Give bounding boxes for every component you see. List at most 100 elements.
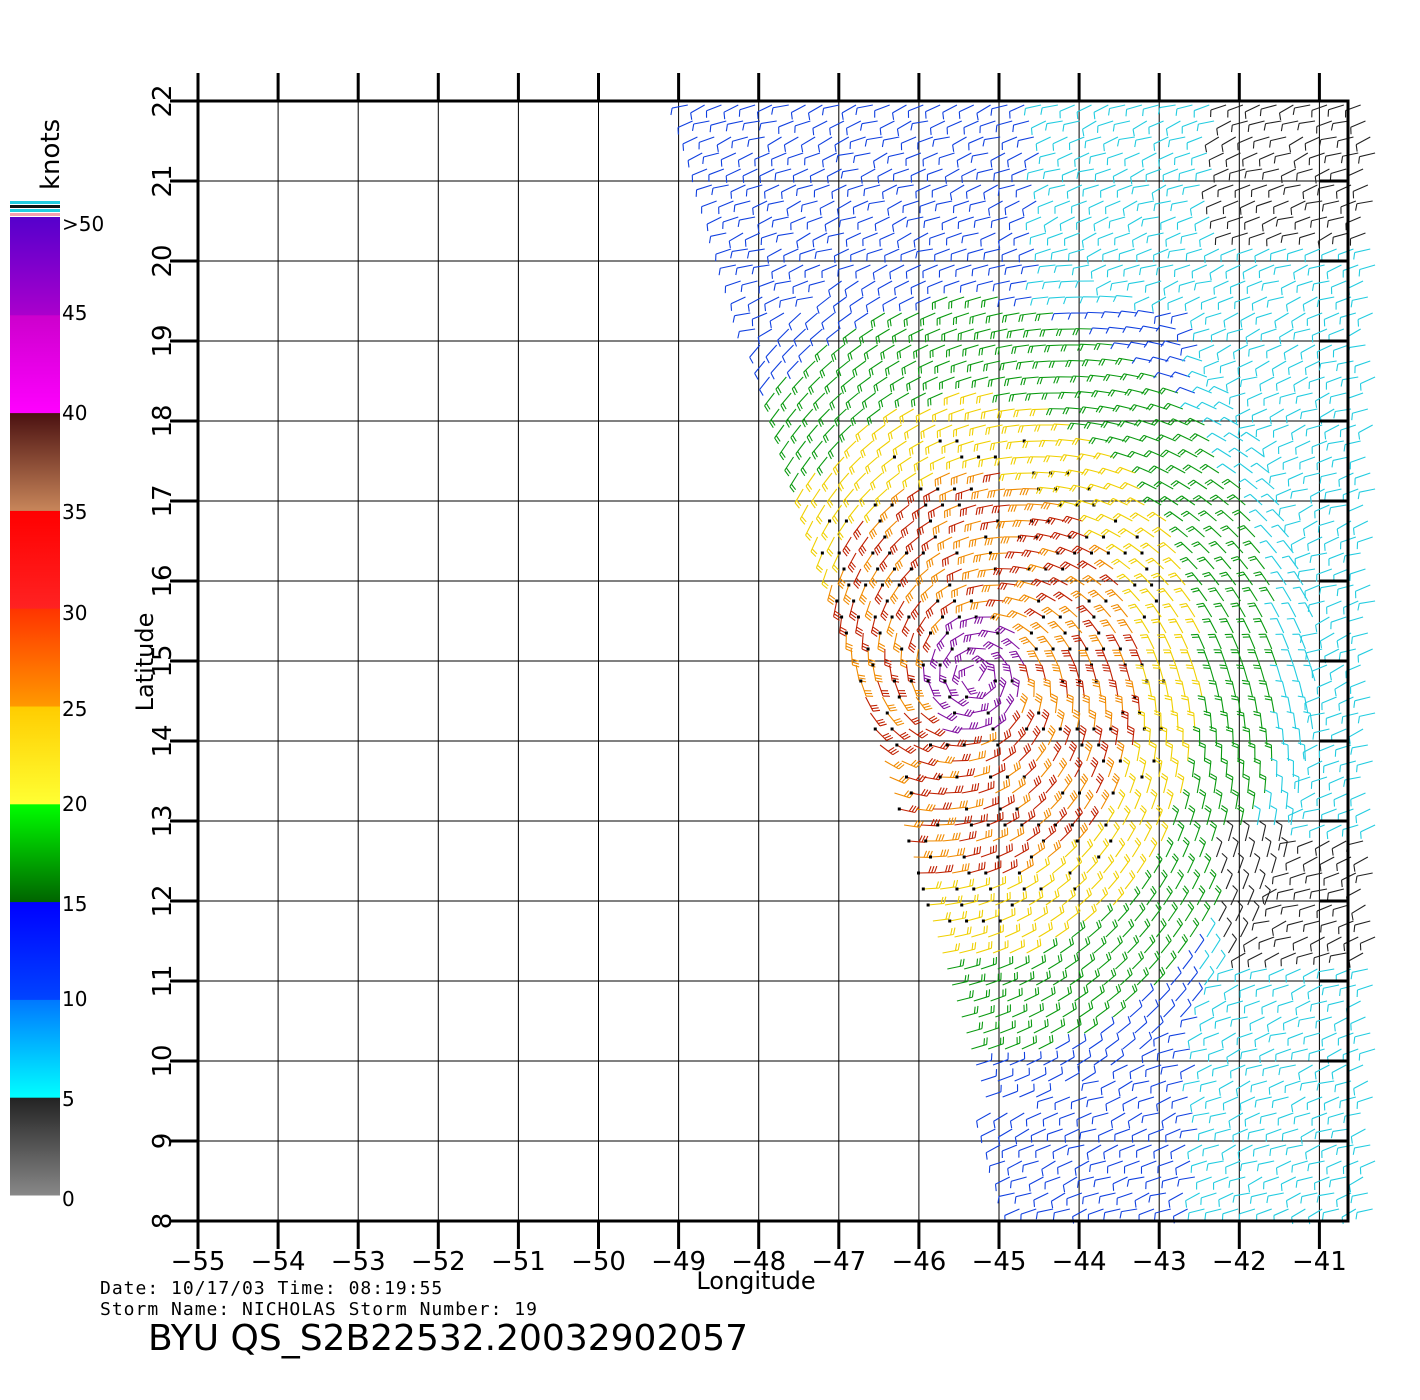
wind-barb — [1256, 1160, 1275, 1172]
wind-barb — [873, 376, 888, 393]
wind-barb — [887, 312, 902, 328]
wind-barb — [964, 408, 982, 421]
wind-barb — [773, 280, 792, 291]
wind-barb — [1172, 433, 1193, 442]
colorbar-band — [10, 706, 60, 805]
wind-barb — [1000, 536, 1020, 544]
rain-flag — [897, 807, 901, 811]
wind-barb — [930, 568, 946, 585]
wind-barb — [847, 184, 864, 197]
wind-barb — [780, 184, 797, 199]
wind-barb — [877, 280, 893, 296]
wind-barb — [1187, 853, 1196, 874]
wind-barb — [1292, 726, 1302, 746]
wind-barb — [1310, 216, 1328, 228]
wind-barb — [928, 787, 948, 795]
wind-barb — [1074, 1160, 1090, 1176]
wind-barb — [990, 216, 1008, 229]
wind-barb — [1209, 264, 1224, 281]
wind-barb — [1141, 1112, 1159, 1124]
wind-barb — [1160, 216, 1176, 230]
wind-barb — [1156, 633, 1172, 650]
wind-barb — [1057, 757, 1068, 778]
wind-barb — [987, 488, 1006, 499]
wind-barb — [1091, 390, 1111, 398]
rain-flag — [1121, 711, 1125, 715]
wind-barb — [1245, 447, 1265, 458]
wind-barb — [1270, 805, 1278, 826]
wind-barb — [910, 168, 926, 183]
wind-barb — [1209, 216, 1227, 229]
wind-barb — [918, 758, 939, 767]
wind-barb — [1162, 603, 1179, 618]
wind-barb — [857, 376, 871, 394]
wind-barb — [1305, 872, 1323, 884]
wind-barb — [1216, 344, 1232, 361]
wind-barb — [1021, 808, 1036, 826]
wind-barb — [1208, 869, 1217, 890]
wind-barb — [1047, 725, 1056, 746]
wind-barb — [1008, 280, 1027, 291]
wind-barb — [1206, 432, 1227, 442]
wind-barb — [1136, 481, 1157, 490]
rain-flag — [1046, 519, 1050, 523]
y-tick-label: 14 — [148, 724, 178, 757]
wind-barb — [1306, 1096, 1323, 1110]
rain-flag — [866, 647, 870, 651]
wind-barb — [1314, 1064, 1330, 1080]
wind-barb — [1358, 424, 1373, 440]
wind-barb — [1302, 920, 1320, 932]
wind-barb — [1134, 1015, 1148, 1034]
wind-barb — [1246, 280, 1263, 294]
wind-barb — [1300, 1192, 1318, 1204]
wind-barb — [1004, 1036, 1021, 1050]
wind-barb — [1213, 280, 1229, 295]
wind-barb — [1036, 1083, 1052, 1098]
wind-barb — [1040, 104, 1058, 115]
wind-barb — [1127, 821, 1137, 842]
wind-barb — [1266, 1016, 1282, 1032]
wind-barb — [1189, 200, 1205, 216]
wind-barb — [917, 136, 934, 150]
wind-barb — [992, 712, 1007, 730]
wind-barb — [1263, 120, 1282, 131]
wind-barb — [1177, 821, 1185, 842]
rain-flag — [835, 599, 839, 603]
wind-barb — [956, 990, 974, 1002]
wind-barb — [783, 248, 799, 263]
wind-barb — [889, 376, 905, 393]
wind-barb — [1252, 664, 1266, 682]
wind-barb — [816, 456, 828, 476]
rain-flag — [972, 887, 976, 891]
wind-barb — [872, 664, 883, 683]
wind-barb — [1215, 789, 1223, 810]
wind-barb — [968, 200, 986, 212]
wind-barb — [1347, 392, 1364, 406]
wind-barb — [1326, 1000, 1344, 1012]
rain-flag — [1150, 583, 1154, 587]
rain-flag — [1133, 583, 1137, 587]
wind-barb — [1170, 1144, 1186, 1160]
wind-barb — [1045, 774, 1057, 794]
wind-barb — [927, 504, 943, 520]
wind-barb — [946, 568, 962, 583]
wind-barb — [1209, 494, 1229, 506]
wind-barb — [1223, 432, 1244, 442]
wind-barb — [1019, 858, 1034, 874]
rain-flag — [1041, 615, 1045, 619]
wind-barb — [958, 664, 974, 679]
rain-flag — [1010, 679, 1014, 683]
rain-flag — [1075, 503, 1079, 507]
wind-barb — [1225, 264, 1241, 279]
wind-barb — [884, 520, 898, 539]
wind-barb — [1150, 618, 1167, 634]
rain-flag — [1102, 647, 1106, 651]
rain-flag — [993, 455, 997, 459]
wind-barb — [1186, 370, 1208, 378]
wind-barb — [1265, 508, 1285, 522]
wind-barb — [992, 1052, 1009, 1066]
wind-barb — [1282, 456, 1299, 470]
rain-flag — [1022, 439, 1026, 443]
wind-barb — [1007, 987, 1023, 1002]
wind-barb — [905, 536, 919, 554]
